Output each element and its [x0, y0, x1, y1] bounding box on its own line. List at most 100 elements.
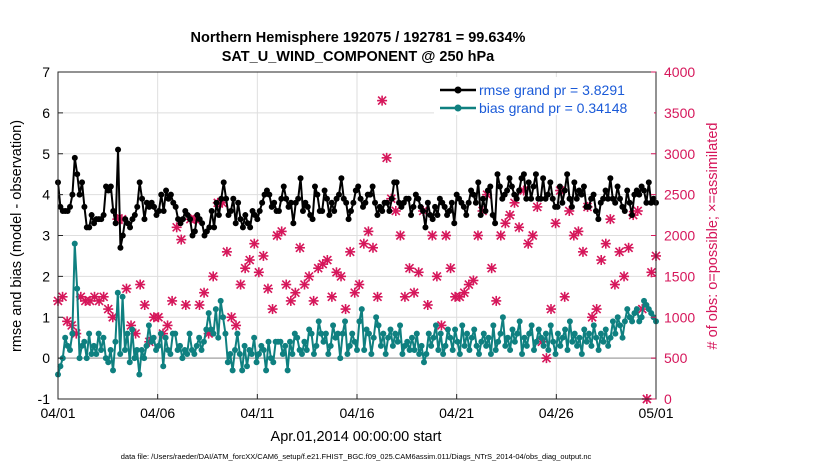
rmse-marker — [616, 195, 623, 202]
rmse-marker — [465, 199, 472, 206]
bias-marker — [516, 318, 523, 325]
rmse-marker — [338, 175, 345, 182]
bias-marker — [597, 330, 604, 337]
bias-marker — [480, 330, 487, 337]
title-block: Northern Hemisphere 192075 / 192781 = 99… — [191, 30, 526, 65]
bias-marker — [377, 342, 384, 349]
x-tick-label: 05/01 — [638, 405, 673, 421]
bias-marker — [432, 322, 439, 329]
rmse-marker — [278, 195, 285, 202]
bias-marker — [88, 351, 95, 358]
y2-tick-label: 2500 — [664, 187, 695, 203]
bias-marker — [533, 338, 540, 345]
rmse-marker — [475, 179, 482, 186]
y-tick-label: 4 — [42, 187, 50, 203]
rmse-marker — [372, 199, 379, 206]
bias-marker — [339, 330, 346, 337]
assimilated-count-marker — [605, 214, 616, 225]
assimilated-count-marker — [244, 255, 255, 266]
bias-marker — [138, 346, 145, 353]
bias-marker — [545, 346, 552, 353]
bias-marker — [294, 334, 301, 341]
assimilated-count-marker — [235, 279, 246, 290]
rmse-marker — [520, 171, 527, 178]
rmse-marker — [561, 187, 568, 194]
bias-marker — [454, 338, 461, 345]
rmse-marker — [136, 179, 143, 186]
bias-marker — [509, 326, 516, 333]
rmse-marker — [614, 183, 621, 190]
rmse-marker — [331, 207, 338, 214]
bias-marker — [119, 293, 126, 300]
rmse-marker — [287, 199, 294, 206]
observations-layer — [53, 95, 661, 404]
rmse-marker — [568, 203, 575, 210]
bias-marker — [62, 334, 69, 341]
rmse-marker — [537, 195, 544, 202]
assimilated-count-marker — [367, 242, 378, 253]
bias-marker — [287, 338, 294, 345]
y2-tick-label: 1000 — [664, 309, 695, 325]
assimilated-count-marker — [381, 152, 392, 163]
rmse-marker — [345, 216, 352, 223]
assimilated-count-marker — [267, 304, 278, 315]
bias-marker — [550, 338, 557, 345]
bias-marker — [167, 351, 174, 358]
rmse-marker — [374, 212, 381, 219]
assimilated-count-marker — [262, 283, 273, 294]
rmse-marker — [311, 183, 318, 190]
assimilated-count-marker — [468, 275, 479, 286]
chart-subtitle: SAT_U_WIND_COMPONENT @ 250 hPa — [222, 49, 495, 65]
assimilated-count-marker — [491, 295, 502, 306]
bias-marker — [609, 318, 616, 325]
rmse-marker — [283, 195, 290, 202]
bias-marker — [531, 346, 538, 353]
bias-marker — [344, 351, 351, 358]
bias-marker — [349, 330, 356, 337]
rmse-marker — [607, 175, 614, 182]
bias-marker — [356, 318, 363, 325]
bias-marker — [265, 338, 272, 345]
bias-marker — [607, 334, 614, 341]
bias-marker — [76, 355, 83, 362]
rmse-marker — [369, 183, 376, 190]
bias-marker — [83, 355, 90, 362]
rmse-marker — [86, 224, 93, 231]
rmse-marker — [335, 191, 342, 198]
rmse-marker — [239, 224, 246, 231]
rmse-marker — [199, 220, 206, 227]
rmse-marker — [158, 191, 165, 198]
rmse-marker — [508, 183, 515, 190]
bias-marker — [416, 351, 423, 358]
assimilated-count-marker — [504, 210, 515, 221]
rmse-marker — [211, 224, 218, 231]
bias-marker — [368, 351, 375, 358]
bias-marker — [200, 338, 207, 345]
bias-marker — [413, 330, 420, 337]
bias-marker — [243, 363, 250, 370]
bias-marker — [351, 338, 358, 345]
rmse-marker — [131, 212, 138, 219]
rmse-marker — [230, 195, 237, 202]
bias-marker — [107, 346, 114, 353]
bias-marker — [330, 322, 337, 329]
assimilated-count-marker — [591, 304, 602, 315]
rmse-marker — [235, 199, 242, 206]
bias-marker — [519, 351, 526, 358]
rmse-marker — [532, 171, 539, 178]
y2-tick-label: 500 — [664, 350, 688, 366]
rmse-marker — [604, 195, 611, 202]
bias-marker — [566, 318, 573, 325]
assimilated-count-marker — [299, 279, 310, 290]
rmse-marker — [585, 203, 592, 210]
bias-marker — [184, 351, 191, 358]
bias-marker — [337, 355, 344, 362]
bias-marker — [260, 346, 267, 353]
bias-marker — [562, 326, 569, 333]
rmse-marker — [420, 207, 427, 214]
assimilated-count-marker — [409, 287, 420, 298]
bias-marker — [289, 351, 296, 358]
bias-marker — [282, 342, 289, 349]
assimilated-count-marker — [377, 95, 388, 106]
bias-marker — [600, 338, 607, 345]
